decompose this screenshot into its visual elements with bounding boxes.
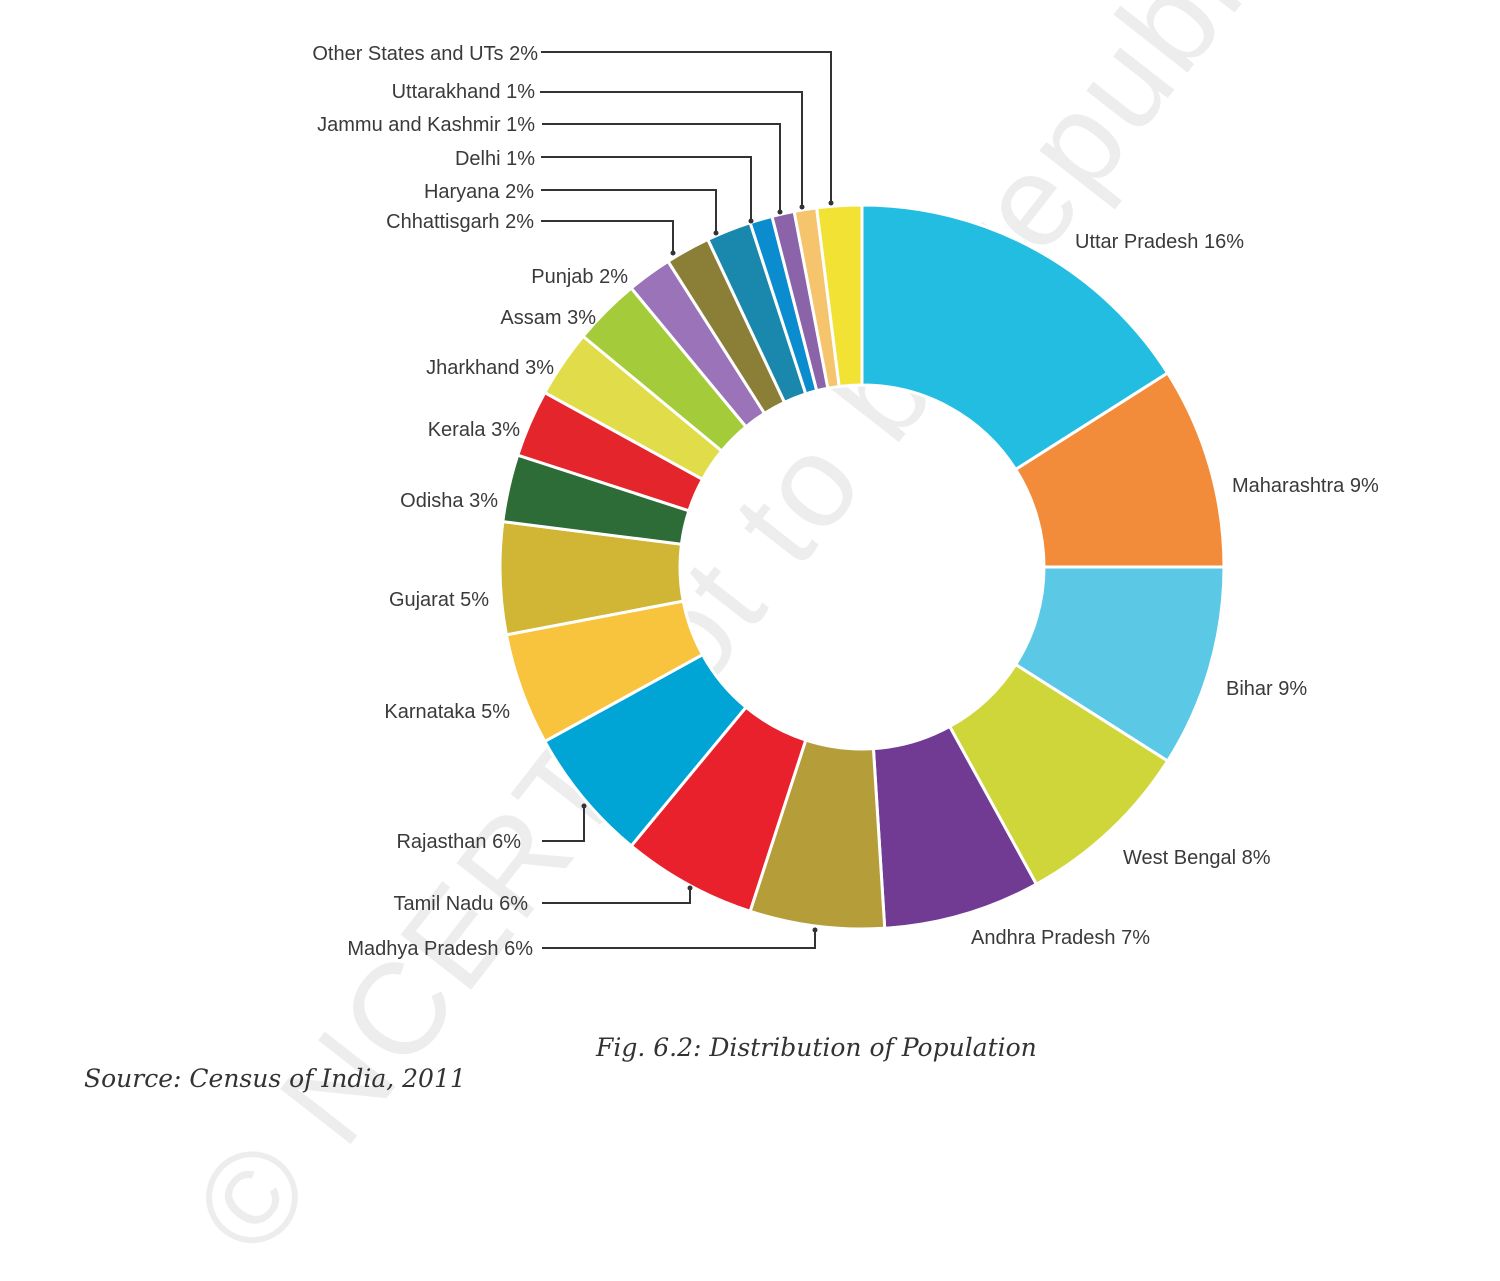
leader-tip-uttarakhand xyxy=(799,204,805,210)
label-uttar-pradesh: Uttar Pradesh 16% xyxy=(1075,231,1244,253)
leader-madhya-pradesh xyxy=(542,930,816,949)
leader-tip-jammu-and-kashmir xyxy=(777,209,783,215)
leader-tip-other-states-and-uts xyxy=(828,200,834,206)
labels-group: Uttar Pradesh 16% Maharashtra 9% Bihar 9% W… xyxy=(312,43,1379,960)
slice-uttar-pradesh xyxy=(860,203,1170,472)
label-karnataka: Karnataka 5% xyxy=(384,701,510,723)
leader-rajasthan xyxy=(542,806,585,842)
label-delhi: Delhi 1% xyxy=(455,148,535,170)
figure-caption: Fig. 6.2: Distribution of Population xyxy=(596,1033,1037,1062)
label-uttarakhand: Uttarakhand 1% xyxy=(392,81,536,103)
leader-other-states-and-uts xyxy=(541,51,832,203)
leader-tip-haryana xyxy=(713,230,719,236)
label-kerala: Kerala 3% xyxy=(428,419,520,441)
label-madhya-pradesh: Madhya Pradesh 6% xyxy=(347,938,533,960)
leader-delhi xyxy=(541,156,752,221)
label-jharkhand: Jharkhand 3% xyxy=(426,357,554,379)
label-gujarat: Gujarat 5% xyxy=(389,589,489,611)
slices-group xyxy=(498,203,1226,931)
donut-chart: Uttar Pradesh 16% Maharashtra 9% Bihar 9% W… xyxy=(312,43,1379,960)
leader-chhattisgarh xyxy=(541,220,674,253)
label-odisha: Odisha 3% xyxy=(400,490,498,512)
label-jammu-and-kashmir: Jammu and Kashmir 1% xyxy=(317,114,535,136)
label-other-states-and-uts: Other States and UTs 2% xyxy=(312,43,538,65)
label-rajasthan: Rajasthan 6% xyxy=(396,831,521,853)
leader-haryana xyxy=(541,189,717,233)
leader-uttarakhand xyxy=(540,91,803,207)
label-andhra-pradesh: Andhra Pradesh 7% xyxy=(971,927,1150,949)
label-maharashtra: Maharashtra 9% xyxy=(1232,475,1379,497)
leader-jammu-and-kashmir xyxy=(542,123,781,212)
label-chhattisgarh: Chhattisgarh 2% xyxy=(386,211,534,233)
label-haryana: Haryana 2% xyxy=(424,181,534,203)
source-note: Source: Census of India, 2011 xyxy=(84,1064,466,1093)
label-west-bengal: West Bengal 8% xyxy=(1123,847,1271,869)
label-assam: Assam 3% xyxy=(500,307,596,329)
leader-tip-madhya-pradesh xyxy=(812,927,818,933)
label-tamil-nadu: Tamil Nadu 6% xyxy=(393,893,528,915)
label-punjab: Punjab 2% xyxy=(531,266,628,288)
slice-other-states-and-uts xyxy=(814,203,864,389)
leader-tip-delhi xyxy=(748,218,754,224)
leader-tip-rajasthan xyxy=(581,803,587,809)
leader-tip-chhattisgarh xyxy=(670,250,676,256)
leader-lines-group xyxy=(540,51,834,949)
label-bihar: Bihar 9% xyxy=(1226,678,1307,700)
leader-tamil-nadu xyxy=(542,888,691,904)
leader-tip-tamil-nadu xyxy=(687,885,693,891)
